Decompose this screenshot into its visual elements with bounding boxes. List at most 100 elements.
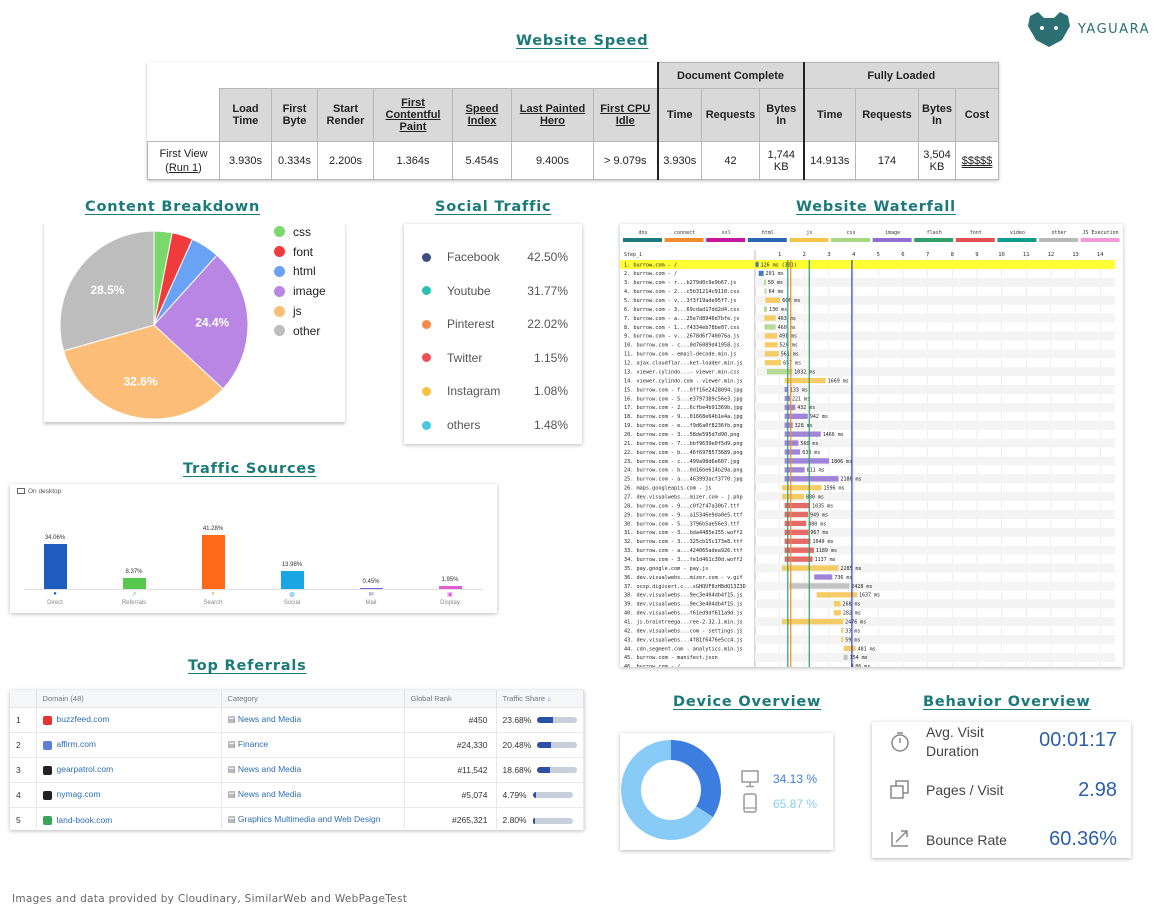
domain-link[interactable]: gearpatrol.com	[56, 764, 114, 775]
wf-row-label[interactable]: 36. dev.visualwebs...mizer.com - v.gif	[624, 575, 743, 581]
wf-row-label[interactable]: 8. burrow.com - 1...f4334eb78be07.css	[624, 325, 740, 331]
category-link[interactable]: News and Media	[237, 789, 302, 799]
wf-row-label[interactable]: 20. burrow.com - 3...58de595d7d90.png	[624, 432, 740, 438]
referral-domain[interactable]: gearpatrol.com	[36, 756, 222, 782]
wf-row-label[interactable]: 15. burrow.com - f...0ff16e2428094.jpg	[624, 387, 743, 393]
wf-row-label[interactable]: 46. burrow.com - /	[624, 664, 680, 667]
wf-row-label[interactable]: 34. burrow.com - 3...fe1d461c30d.woff2	[624, 557, 743, 563]
wf-row-label[interactable]: 43. dev.visualwebs...4f81f6476e5cc4.js	[624, 637, 743, 643]
wf-row-label[interactable]: 2. burrow.com - /	[624, 271, 677, 277]
wf-row-label[interactable]: 40. dev.visualwebs...f61ed9df611a9d.js	[624, 611, 743, 617]
domain-link[interactable]: buzzfeed.com	[56, 714, 110, 725]
wf-time-label: 64 ms	[769, 289, 784, 295]
wf-row-label[interactable]: 13. viewer.cylindo...- viewer.min.css	[624, 369, 740, 375]
desktop-icon	[741, 770, 759, 788]
wf-row-label[interactable]: 6. burrow.com - 3...69cdad17dd2d4.css	[624, 307, 740, 313]
wf-legend-label: ssl	[722, 230, 731, 236]
wf-tick-label: 13	[1072, 252, 1079, 258]
category-link[interactable]: Finance	[237, 739, 269, 749]
col-cost: Cost	[955, 88, 999, 142]
domain-link[interactable]: land-book.com	[56, 814, 113, 825]
pages-value: 2.98	[1078, 779, 1117, 801]
wf-row-stripe	[755, 313, 1115, 323]
bar-display[interactable]	[438, 586, 462, 589]
wf-row-label[interactable]: 44. cdn.segment.com - analytics.min.js	[624, 646, 743, 652]
bar-referrals[interactable]	[122, 578, 146, 589]
wf-row-label[interactable]: 21. burrow.com - 7...bbf9639e0f5d9.png	[624, 441, 743, 447]
wf-row-label[interactable]: 22. burrow.com - b...46f6978573689.png	[624, 450, 743, 456]
traffic-bar-chart: 34.06% ● Direct 8.37% ↗ Referrals 41.28% ⌕ Searc…	[10, 484, 497, 613]
wf-row-label[interactable]: 25. burrow.com - a...463993acf3770.jpg	[624, 477, 743, 483]
referral-domain[interactable]: land-book.com	[36, 806, 222, 832]
col-first-contentful-paint[interactable]: First Contentful Paint	[373, 88, 453, 142]
content-legend: css font html image js other	[274, 222, 326, 341]
wf-row-label[interactable]: 4. burrow.com - 2...c5b31214c9110.css	[624, 289, 740, 295]
wf-row-label[interactable]: 29. burrow.com - 9...a15346e9da0e5.ttf	[624, 512, 743, 518]
col-first-cpu-idle[interactable]: First CPU Idle	[593, 88, 658, 142]
referral-category[interactable]: ▤ News and Media	[221, 781, 405, 807]
wf-row-label[interactable]: 45. burrow.com - manifest.json	[624, 655, 718, 661]
wf-row-label[interactable]: 30. burrow.com - 5...3796b5ae56e3.ttf	[624, 521, 740, 527]
wf-row-label[interactable]: 35. pay.google.com - pay.js	[624, 566, 708, 572]
domain-link[interactable]: affirm.com	[56, 739, 97, 750]
col-domain[interactable]: Domain (48)	[36, 690, 222, 707]
col-category[interactable]: Category	[221, 690, 405, 707]
wf-row-label[interactable]: 5. burrow.com - v...3f3f19ade95f7.js	[624, 298, 736, 304]
wf-row-label[interactable]: 32. burrow.com - 3...325cb15c173e8.ttf	[624, 539, 743, 545]
wf-time-label: 50 ms	[768, 280, 783, 286]
domain-link[interactable]: nymag.com	[56, 789, 101, 800]
wf-row-stripe	[755, 635, 1115, 644]
val-full-bytes: 3,504 KB	[918, 141, 956, 180]
bar-direct[interactable]	[43, 544, 67, 589]
wf-row-label[interactable]: 7. burrow.com - a...25e7d8946d7bfe.js	[624, 316, 740, 322]
referral-category[interactable]: ▤ News and Media	[221, 706, 405, 732]
wf-row-label[interactable]: 33. burrow.com - a...424065adea926.ttf	[624, 548, 743, 554]
wf-row-label[interactable]: 1. burrow.com - /	[624, 262, 677, 268]
wf-row-label[interactable]: 42. dev.visualwebs...com - settings.js	[624, 628, 743, 634]
wf-row-label[interactable]: 11. burrow.com - email-decode.min.js	[624, 352, 736, 358]
run-1-link[interactable]: Run 1	[168, 161, 199, 174]
wf-row-label[interactable]: 37. ocsp.digicert.c...sGHQUF8zH8dQ13Z3D	[624, 584, 746, 590]
wf-row-stripe	[755, 527, 1115, 537]
wf-row-stripe	[755, 456, 1115, 466]
wf-row-label[interactable]: 38. dev.visualwebs...9ec3e404db4f15.js	[624, 593, 743, 599]
referral-domain[interactable]: affirm.com	[36, 731, 222, 757]
wf-row-label[interactable]: 14. viewer.cylindo.com - viewer.min.js	[624, 378, 743, 384]
wf-row-label[interactable]: 27. dev.visualwebs...mizer.com - j.php	[624, 494, 743, 500]
legend-item-font: font	[274, 242, 326, 262]
referral-category[interactable]: ▤ News and Media	[221, 756, 405, 782]
wf-row-label[interactable]: 39. dev.visualwebs...9ec3e404db4f15.js	[624, 602, 743, 608]
wf-bar	[784, 449, 801, 455]
wf-row-label[interactable]: 41. js.braintreega...ree-2.32.1.min.js	[624, 620, 743, 626]
wf-row-label[interactable]: 26. maps.googleapis.com - js	[624, 486, 711, 492]
wf-row-label[interactable]: 3. burrow.com - r...b279d0c9e9b67.js	[624, 280, 736, 286]
wf-row-label[interactable]: 28. burrow.com - 9...c0f2f47a30b7.ttf	[624, 503, 740, 509]
referral-category[interactable]: ▤ Graphics Multimedia and Web Design	[221, 806, 405, 832]
wf-row-label[interactable]: 24. burrow.com - b...0d16be614b29a.png	[624, 468, 743, 474]
col-speed-index[interactable]: Speed Index	[452, 88, 512, 142]
wf-legend-swatch	[872, 238, 912, 242]
wf-row-label[interactable]: 18. burrow.com - 9...01668e64b1e4a.jpg	[624, 414, 743, 420]
bar-mail[interactable]	[359, 587, 383, 589]
category-link[interactable]: News and Media	[237, 714, 302, 724]
wf-row-label[interactable]: 10. burrow.com - c...0d76089d41958.js	[624, 343, 740, 349]
sort-down-icon[interactable]: ↓	[547, 693, 551, 703]
wf-row-label[interactable]: 19. burrow.com - e...f9d6a0f8236fb.png	[624, 423, 743, 429]
col-last-painted-hero[interactable]: Last Painted Hero	[511, 88, 594, 142]
wf-row-label[interactable]: 17. burrow.com - 2...6cfbe4b91369b.jpg	[624, 405, 743, 411]
referral-domain[interactable]: nymag.com	[36, 781, 222, 807]
social-name: Youtube	[447, 283, 491, 298]
bar-search[interactable]	[201, 535, 225, 589]
referral-category[interactable]: ▤ Finance	[221, 731, 405, 757]
col-global-rank[interactable]: Global Rank	[404, 690, 497, 707]
bar-social[interactable]	[280, 570, 304, 589]
col-traffic-share[interactable]: Traffic Share ↓	[496, 690, 584, 707]
category-link[interactable]: Graphics Multimedia and Web Design	[237, 814, 381, 825]
wf-row-label[interactable]: 16. burrow.com - 5...e3797389c56e3.jpg	[624, 396, 743, 402]
wf-row-label[interactable]: 23. burrow.com - c...499a98d6e607.jpg	[624, 459, 740, 465]
referral-domain[interactable]: buzzfeed.com	[36, 706, 222, 732]
wf-row-label[interactable]: 9. burrow.com - v...2678d6f740076a.js	[624, 334, 740, 340]
wf-row-label[interactable]: 31. burrow.com - 3...bda4485e155.woff2	[624, 530, 743, 536]
wf-row-label[interactable]: 12. ajax.cloudflar...ket-loader.min.js	[624, 361, 743, 367]
category-link[interactable]: News and Media	[237, 764, 302, 774]
